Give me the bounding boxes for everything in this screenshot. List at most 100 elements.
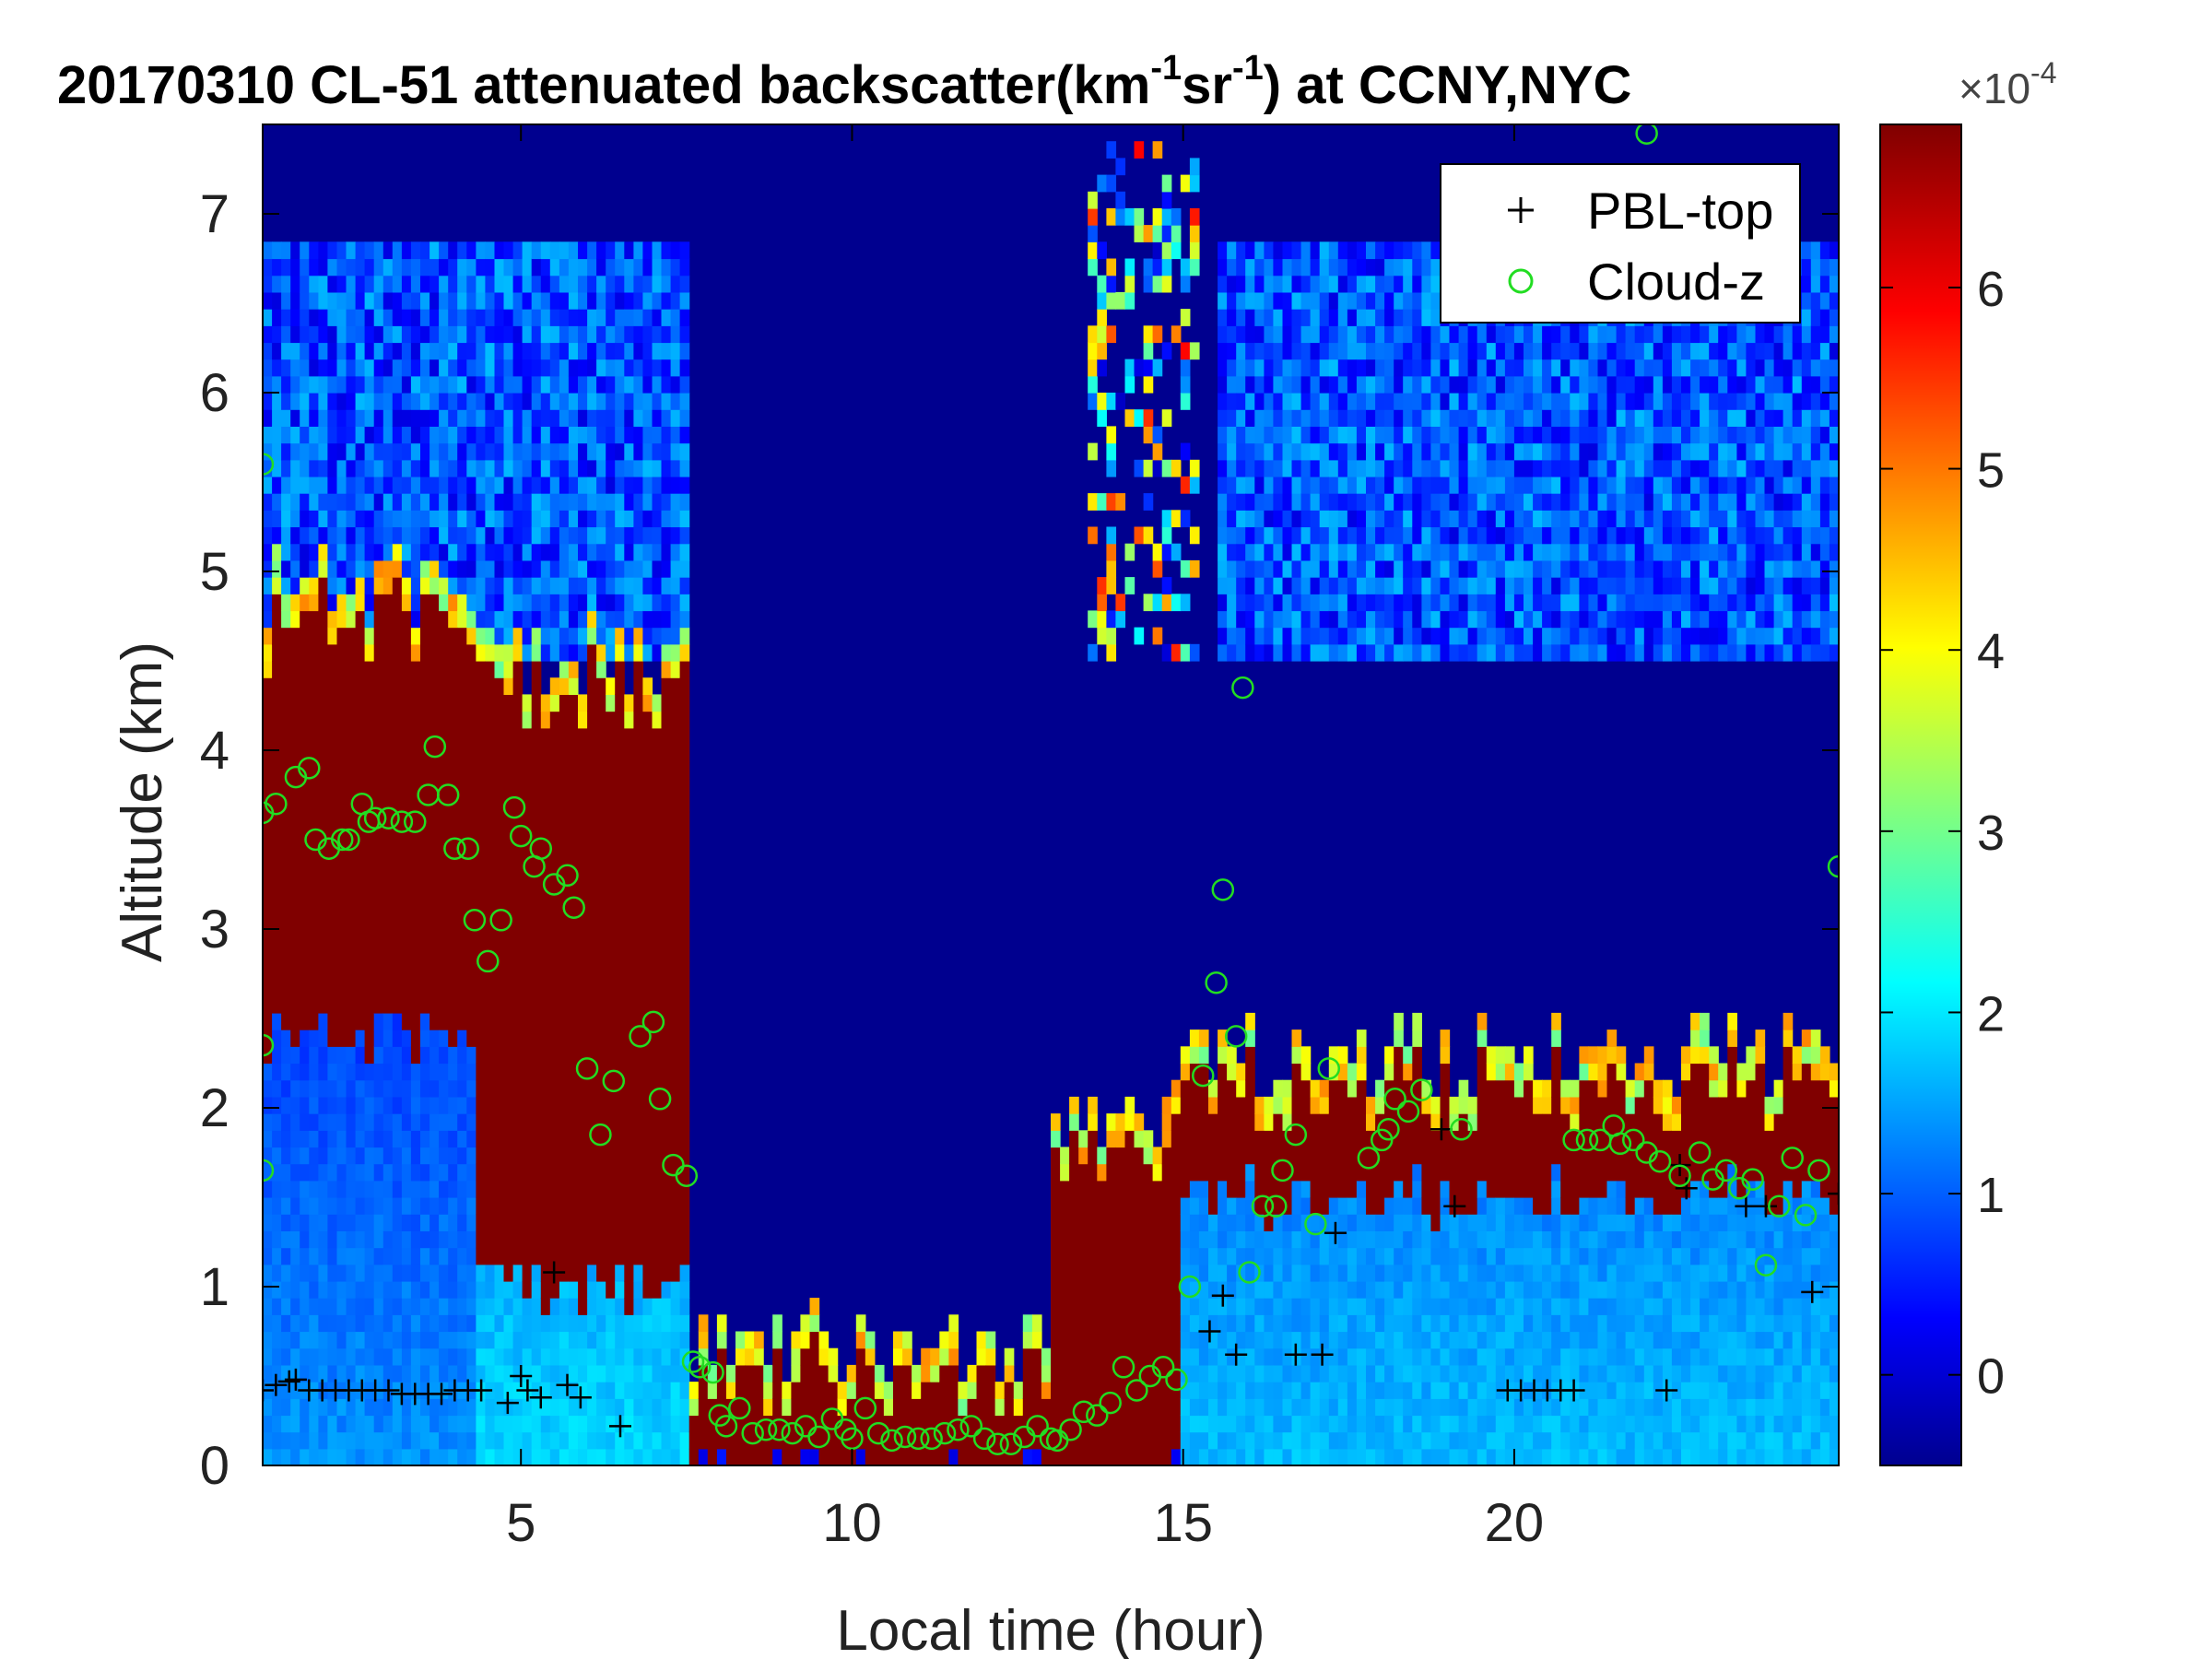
- heatmap-cell: [1356, 577, 1367, 594]
- heatmap-cell: [1337, 258, 1348, 276]
- heatmap-cell: [327, 359, 338, 377]
- heatmap-cell: [300, 342, 310, 360]
- heatmap-cell: [1227, 1280, 1237, 1299]
- heatmap-cell: [485, 1264, 496, 1282]
- heatmap-cell: [1356, 627, 1367, 645]
- heatmap-cell: [1300, 510, 1312, 528]
- heatmap-cell: [985, 1398, 996, 1417]
- heatmap-cell: [531, 1197, 542, 1215]
- heatmap-cell: [540, 995, 551, 1014]
- heatmap-cell: [327, 1364, 338, 1382]
- heatmap-cell: [429, 878, 440, 897]
- heatmap-cell: [346, 258, 357, 276]
- heatmap-cell: [1337, 426, 1348, 444]
- heatmap-cell: [624, 744, 634, 762]
- heatmap-cell: [540, 1280, 551, 1299]
- heatmap-cell: [1088, 1264, 1098, 1282]
- heatmap-cell: [670, 677, 681, 695]
- heatmap-cell: [615, 979, 625, 997]
- heatmap-cell: [531, 1364, 542, 1382]
- heatmap-cell: [559, 594, 570, 612]
- heatmap-cell: [476, 1063, 487, 1081]
- heatmap-cell: [1115, 1197, 1126, 1215]
- heatmap-cell: [1337, 409, 1348, 427]
- heatmap-cell: [1161, 275, 1172, 293]
- heatmap-cell: [309, 1063, 319, 1081]
- heatmap-cell: [309, 493, 319, 511]
- heatmap-cell: [401, 811, 412, 830]
- heatmap-cell: [1347, 1079, 1358, 1098]
- heatmap-cell: [281, 342, 291, 360]
- heatmap-cell: [1106, 1197, 1117, 1215]
- heatmap-cell: [642, 1163, 653, 1182]
- heatmap-cell: [1282, 359, 1293, 377]
- heatmap-cell: [272, 510, 282, 528]
- heatmap-cell: [272, 1197, 282, 1215]
- heatmap-cell: [476, 862, 487, 880]
- heatmap-cell: [633, 878, 644, 897]
- heatmap-cell: [466, 1096, 477, 1114]
- heatmap-cell: [948, 1314, 959, 1333]
- heatmap-cell: [457, 409, 467, 427]
- heatmap-cell: [300, 409, 310, 427]
- heatmap-cell: [392, 1247, 403, 1265]
- heatmap-cell: [1171, 1180, 1182, 1198]
- heatmap-cell: [865, 1347, 876, 1366]
- heatmap-cell: [1347, 1063, 1358, 1081]
- heatmap-cell: [1356, 1180, 1367, 1198]
- heatmap-cell: [549, 878, 560, 897]
- heatmap-cell: [466, 1264, 477, 1282]
- heatmap-cell: [652, 794, 663, 813]
- heatmap-cell: [652, 325, 663, 344]
- heatmap-cell: [1337, 1298, 1348, 1315]
- heatmap-cell: [494, 1382, 505, 1399]
- heatmap-cell: [1134, 409, 1145, 427]
- heatmap-cell: [1078, 1214, 1088, 1231]
- heatmap-cell: [559, 476, 570, 494]
- heatmap-cell: [300, 493, 310, 511]
- heatmap-cell: [568, 912, 579, 930]
- heatmap-cell: [661, 1046, 672, 1065]
- heatmap-cell: [382, 1298, 394, 1315]
- heatmap-cell: [540, 912, 551, 930]
- heatmap-cell: [410, 459, 421, 477]
- heatmap-cell: [281, 979, 291, 997]
- heatmap-cell: [1282, 1163, 1293, 1182]
- heatmap-cell: [1143, 375, 1154, 394]
- heatmap-cell: [401, 426, 412, 444]
- heatmap-cell: [401, 878, 412, 897]
- heatmap-cell: [373, 258, 384, 276]
- heatmap-cell: [1161, 577, 1172, 594]
- heatmap-cell: [336, 995, 347, 1014]
- heatmap-cell: [272, 661, 282, 678]
- heatmap-cell: [300, 1096, 310, 1114]
- heatmap-cell: [382, 711, 394, 729]
- heatmap-cell: [615, 661, 625, 678]
- heatmap-cell: [300, 711, 310, 729]
- heatmap-cell: [1254, 275, 1265, 293]
- heatmap-cell: [355, 895, 366, 913]
- heatmap-cell: [410, 878, 421, 897]
- heatmap-cell: [355, 1030, 366, 1047]
- heatmap-cell: [679, 375, 690, 394]
- heatmap-cell: [1097, 1448, 1107, 1465]
- heatmap-cell: [1097, 577, 1107, 594]
- heatmap-cell: [336, 694, 347, 712]
- heatmap-cell: [382, 778, 394, 796]
- heatmap-cell: [503, 1280, 514, 1299]
- heatmap-cell: [615, 1247, 625, 1265]
- heatmap-cell: [791, 1364, 802, 1382]
- heatmap-cell: [392, 1415, 403, 1433]
- heatmap-cell: [939, 1364, 949, 1382]
- heatmap-cell: [1282, 543, 1293, 561]
- heatmap-cell: [494, 727, 505, 746]
- heatmap-cell: [587, 1398, 597, 1417]
- heatmap-cell: [1227, 393, 1237, 410]
- heatmap-cell: [688, 1382, 700, 1399]
- heatmap-cell: [336, 577, 347, 594]
- heatmap-cell: [1031, 1431, 1042, 1450]
- heatmap-cell: [1347, 1347, 1358, 1366]
- heatmap-cell: [578, 543, 588, 561]
- heatmap-cell: [1088, 258, 1098, 276]
- heatmap-cell: [531, 543, 542, 561]
